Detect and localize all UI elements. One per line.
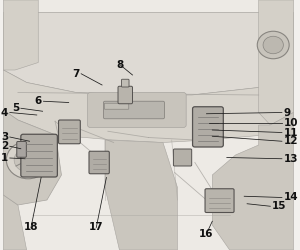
Text: 6: 6 xyxy=(35,96,42,106)
FancyBboxPatch shape xyxy=(58,120,80,144)
FancyBboxPatch shape xyxy=(103,101,164,119)
Text: 18: 18 xyxy=(24,222,38,232)
Polygon shape xyxy=(3,0,38,70)
Text: 8: 8 xyxy=(117,60,124,70)
Text: 15: 15 xyxy=(272,201,286,211)
Circle shape xyxy=(263,36,284,54)
Polygon shape xyxy=(3,70,293,142)
Polygon shape xyxy=(3,110,61,205)
Text: 4: 4 xyxy=(1,108,8,118)
Text: 16: 16 xyxy=(199,229,214,239)
Polygon shape xyxy=(105,140,178,250)
FancyBboxPatch shape xyxy=(89,151,109,174)
FancyBboxPatch shape xyxy=(104,103,129,109)
Polygon shape xyxy=(259,0,293,125)
Circle shape xyxy=(257,31,289,59)
FancyBboxPatch shape xyxy=(205,189,234,212)
Text: 3: 3 xyxy=(1,132,8,142)
Text: 17: 17 xyxy=(89,222,104,232)
Polygon shape xyxy=(3,12,293,95)
FancyBboxPatch shape xyxy=(122,79,129,87)
FancyBboxPatch shape xyxy=(118,86,133,104)
Circle shape xyxy=(6,141,50,179)
Polygon shape xyxy=(3,195,27,250)
FancyBboxPatch shape xyxy=(21,134,57,177)
Text: 1: 1 xyxy=(1,153,8,163)
Text: 11: 11 xyxy=(284,128,298,138)
Text: 9: 9 xyxy=(284,108,290,118)
FancyBboxPatch shape xyxy=(193,107,223,147)
Text: 7: 7 xyxy=(72,69,80,79)
Text: 14: 14 xyxy=(284,192,298,202)
Text: 13: 13 xyxy=(284,154,298,164)
FancyBboxPatch shape xyxy=(88,92,186,128)
Text: 10: 10 xyxy=(284,118,298,128)
Polygon shape xyxy=(212,112,293,250)
Text: 12: 12 xyxy=(284,136,298,146)
FancyBboxPatch shape xyxy=(173,149,192,166)
FancyBboxPatch shape xyxy=(17,142,26,157)
Polygon shape xyxy=(3,0,293,250)
Text: 2: 2 xyxy=(1,141,8,151)
Circle shape xyxy=(14,148,42,172)
Text: 5: 5 xyxy=(12,103,20,113)
